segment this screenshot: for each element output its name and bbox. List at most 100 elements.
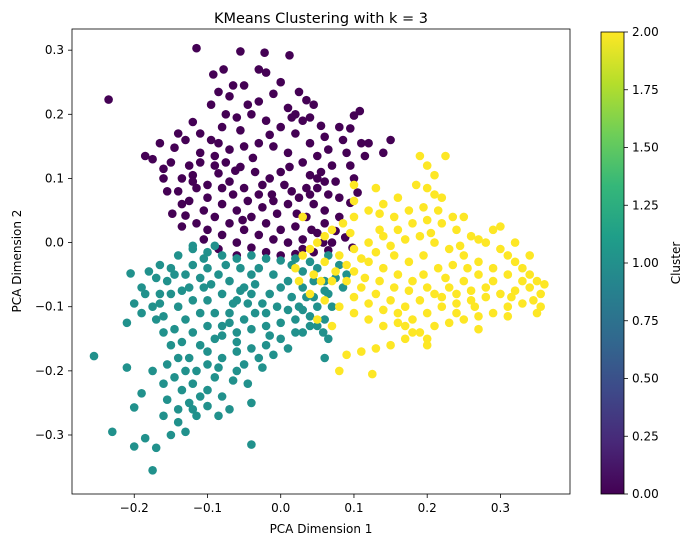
scatter-point-cluster-1 bbox=[192, 366, 201, 376]
scatter-point-cluster-0 bbox=[188, 177, 198, 186]
scatter-point-cluster-1 bbox=[173, 417, 183, 427]
scatter-point-cluster-1 bbox=[148, 366, 157, 376]
scatter-point-cluster-1 bbox=[298, 305, 308, 315]
scatter-point-cluster-1 bbox=[129, 403, 139, 412]
scatter-point-cluster-2 bbox=[463, 263, 472, 273]
scatter-point-cluster-2 bbox=[474, 257, 483, 267]
x-axis-ticks: −0.2 −0.1 0.0 0.1 0.2 0.3 bbox=[120, 494, 510, 515]
scatter-point-cluster-2 bbox=[386, 296, 395, 305]
scatter-point-cluster-1 bbox=[203, 385, 212, 395]
scatter-point-cluster-2 bbox=[422, 308, 432, 318]
scatter-point-cluster-2 bbox=[375, 209, 384, 218]
scatter-point-cluster-0 bbox=[162, 187, 172, 196]
scatter-point-cluster-0 bbox=[313, 183, 322, 193]
scatter-point-cluster-0 bbox=[283, 148, 293, 158]
scatter-point-cluster-2 bbox=[422, 334, 432, 344]
scatter-point-cluster-0 bbox=[217, 230, 227, 240]
scatter-point-cluster-1 bbox=[162, 276, 172, 286]
scatter-point-cluster-0 bbox=[231, 166, 240, 175]
scatter-point-cluster-0 bbox=[285, 162, 294, 172]
scatter-point-cluster-0 bbox=[353, 188, 362, 197]
scatter-point-cluster-1 bbox=[221, 260, 231, 270]
scatter-point-cluster-2 bbox=[415, 328, 425, 337]
scatter-point-cluster-1 bbox=[298, 283, 308, 292]
scatter-point-cluster-0 bbox=[236, 47, 245, 56]
scatter-point-cluster-1 bbox=[181, 366, 190, 376]
scatter-point-cluster-2 bbox=[393, 270, 403, 279]
scatter-point-cluster-2 bbox=[379, 321, 388, 331]
scatter-point-cluster-2 bbox=[422, 340, 432, 350]
scatter-point-cluster-0 bbox=[221, 110, 231, 119]
scatter-point-cluster-2 bbox=[441, 151, 450, 161]
scatter-point-cluster-0 bbox=[238, 215, 247, 225]
scatter-point-cluster-1 bbox=[188, 296, 198, 305]
scatter-point-cluster-1 bbox=[203, 296, 212, 305]
scatter-point-cluster-2 bbox=[360, 273, 370, 283]
scatter-point-cluster-0 bbox=[210, 161, 220, 170]
scatter-point-cluster-2 bbox=[466, 231, 476, 241]
scatter-point-cluster-2 bbox=[452, 225, 461, 235]
scatter-point-cluster-1 bbox=[247, 344, 256, 353]
scatter-point-cluster-1 bbox=[166, 340, 176, 350]
y-tick-label: −0.2 bbox=[35, 364, 64, 378]
scatter-point-cluster-0 bbox=[239, 225, 249, 235]
scatter-point-cluster-1 bbox=[243, 379, 253, 389]
scatter-point-cluster-2 bbox=[342, 260, 351, 270]
scatter-point-cluster-1 bbox=[126, 269, 135, 278]
scatter-point-cluster-2 bbox=[327, 225, 337, 235]
scatter-point-cluster-2 bbox=[371, 344, 381, 353]
scatter-point-cluster-2 bbox=[379, 263, 388, 273]
scatter-point-cluster-1 bbox=[247, 398, 256, 408]
scatter-point-cluster-0 bbox=[199, 235, 209, 244]
scatter-point-cluster-2 bbox=[408, 219, 417, 228]
scatter-point-cluster-2 bbox=[404, 206, 414, 215]
scatter-point-cluster-1 bbox=[155, 260, 165, 270]
scatter-point-cluster-1 bbox=[188, 405, 198, 414]
scatter-point-cluster-1 bbox=[217, 289, 227, 299]
scatter-point-cluster-1 bbox=[177, 337, 187, 347]
scatter-point-cluster-2 bbox=[488, 225, 498, 235]
y-tick-label: 0.1 bbox=[45, 171, 64, 185]
scatter-point-cluster-1 bbox=[313, 263, 322, 273]
scatter-point-cluster-1 bbox=[247, 251, 256, 260]
scatter-point-cluster-0 bbox=[195, 129, 205, 138]
scatter-point-cluster-1 bbox=[291, 254, 300, 263]
scatter-point-cluster-1 bbox=[184, 283, 194, 292]
scatter-point-cluster-2 bbox=[488, 263, 498, 273]
scatter-point-cluster-2 bbox=[422, 183, 432, 193]
scatter-point-cluster-1 bbox=[195, 273, 205, 283]
colorbar-label: Cluster bbox=[669, 242, 683, 285]
scatter-point-cluster-1 bbox=[225, 276, 234, 286]
scatter-point-cluster-0 bbox=[159, 164, 168, 174]
scatter-point-cluster-2 bbox=[452, 308, 461, 318]
scatter-point-cluster-2 bbox=[525, 283, 534, 292]
scatter-point-cluster-2 bbox=[371, 247, 381, 257]
scatter-point-cluster-0 bbox=[203, 180, 212, 190]
scatter-point-cluster-0 bbox=[331, 177, 340, 186]
scatter-point-cluster-1 bbox=[173, 251, 183, 260]
scatter-point-cluster-2 bbox=[357, 347, 366, 356]
scatter-point-cluster-2 bbox=[474, 312, 483, 321]
scatter-point-cluster-2 bbox=[375, 276, 384, 286]
scatter-point-cluster-0 bbox=[254, 65, 264, 74]
scatter-point-cluster-2 bbox=[518, 263, 527, 273]
scatter-point-cluster-2 bbox=[349, 180, 359, 190]
scatter-point-cluster-2 bbox=[481, 292, 491, 302]
scatter-point-cluster-2 bbox=[496, 289, 505, 299]
scatter-point-cluster-1 bbox=[159, 379, 168, 389]
colorbar: 0.00 0.25 0.50 0.75 1.00 1.25 1.50 1.75 2.00 Clu… bbox=[600, 25, 683, 501]
scatter-point-cluster-1 bbox=[228, 376, 238, 385]
scatter-point-cluster-0 bbox=[349, 111, 359, 120]
scatter-point-cluster-0 bbox=[364, 138, 373, 148]
scatter-point-cluster-2 bbox=[294, 276, 304, 286]
scatter-point-cluster-0 bbox=[294, 193, 304, 202]
scatter-point-cluster-1 bbox=[184, 353, 194, 363]
scatter-point-cluster-0 bbox=[260, 48, 269, 57]
scatter-point-cluster-2 bbox=[320, 231, 330, 241]
scatter-point-cluster-2 bbox=[313, 315, 322, 324]
scatter-point-cluster-1 bbox=[258, 299, 267, 308]
scatter-point-cluster-2 bbox=[510, 257, 520, 267]
scatter-point-cluster-0 bbox=[209, 70, 218, 79]
scatter-point-cluster-0 bbox=[184, 161, 194, 170]
